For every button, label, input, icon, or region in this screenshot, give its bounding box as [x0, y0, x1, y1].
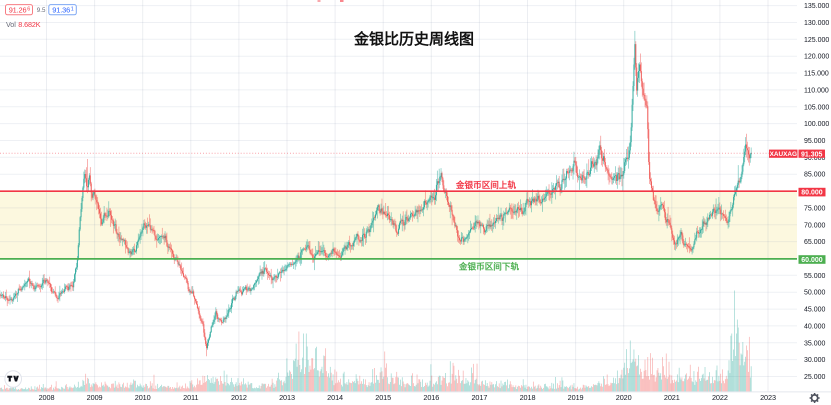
- svg-text:110.000: 110.000: [804, 87, 829, 94]
- svg-text:65.000: 65.000: [804, 239, 826, 246]
- svg-text:125.000: 125.000: [804, 37, 829, 44]
- svg-text:91.26: 91.26: [9, 5, 27, 14]
- svg-text:2008: 2008: [39, 393, 55, 402]
- svg-text:120.000: 120.000: [804, 54, 829, 61]
- svg-text:25.000: 25.000: [804, 374, 826, 381]
- svg-text:55.000: 55.000: [804, 273, 826, 280]
- svg-text:2013: 2013: [279, 393, 295, 402]
- svg-text:2023: 2023: [760, 393, 776, 402]
- svg-text:2022: 2022: [712, 393, 728, 402]
- svg-text:40.000: 40.000: [804, 323, 826, 330]
- svg-text:XAUXAG: XAUXAG: [770, 151, 797, 158]
- svg-text:45.000: 45.000: [804, 307, 826, 314]
- svg-text:91.36: 91.36: [52, 5, 70, 14]
- svg-text:30.000: 30.000: [804, 357, 826, 364]
- svg-text:Vol: Vol: [6, 20, 16, 29]
- svg-text:135.000: 135.000: [804, 3, 829, 10]
- svg-text:75.000: 75.000: [804, 205, 826, 212]
- svg-text:90.000: 90.000: [804, 155, 826, 162]
- svg-text:9.5: 9.5: [37, 7, 46, 14]
- svg-text:2019: 2019: [568, 393, 584, 402]
- svg-text:6: 6: [27, 7, 30, 13]
- svg-text:115.000: 115.000: [804, 71, 829, 78]
- svg-text:金银币区间上轨: 金银币区间上轨: [455, 179, 517, 190]
- svg-text:金银比历史周线图: 金银比历史周线图: [353, 30, 474, 48]
- svg-text:60.000: 60.000: [801, 257, 823, 264]
- svg-text:2010: 2010: [135, 393, 151, 402]
- svg-text:100.000: 100.000: [804, 121, 829, 128]
- svg-text:85.000: 85.000: [804, 172, 826, 179]
- svg-text:35.000: 35.000: [804, 340, 826, 347]
- svg-text:95.000: 95.000: [804, 138, 826, 145]
- svg-text:105.000: 105.000: [804, 104, 829, 111]
- svg-text:2018: 2018: [520, 393, 536, 402]
- svg-text:2017: 2017: [471, 393, 487, 402]
- svg-text:2015: 2015: [375, 393, 391, 402]
- svg-text:1: 1: [71, 7, 74, 13]
- svg-text:91.305: 91.305: [801, 151, 823, 158]
- svg-text:80.000: 80.000: [801, 190, 823, 197]
- svg-text:70.000: 70.000: [804, 222, 826, 229]
- svg-text:金银币区间下轨: 金银币区间下轨: [458, 261, 520, 272]
- svg-text:2020: 2020: [616, 393, 632, 402]
- svg-text:2012: 2012: [231, 393, 247, 402]
- svg-text:2016: 2016: [423, 393, 439, 402]
- svg-text:2014: 2014: [327, 393, 343, 402]
- svg-text:50.000: 50.000: [804, 290, 826, 297]
- svg-text:2011: 2011: [183, 393, 198, 402]
- svg-text:2009: 2009: [87, 393, 103, 402]
- svg-text:130.000: 130.000: [804, 20, 829, 27]
- svg-text:2021: 2021: [664, 393, 680, 402]
- svg-text:8.682K: 8.682K: [18, 20, 40, 29]
